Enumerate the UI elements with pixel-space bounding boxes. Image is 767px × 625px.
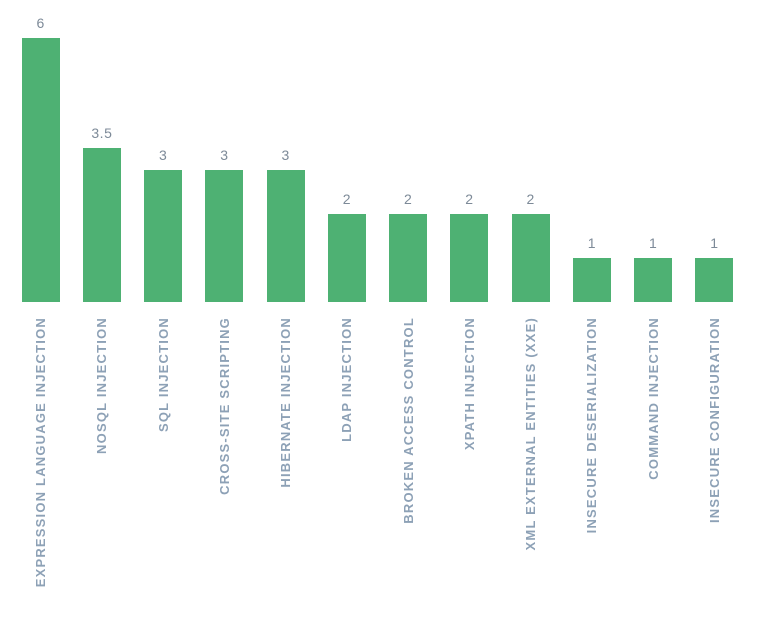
chart-column: 3.5 NOSQL INJECTION xyxy=(71,0,132,625)
category-label-wrap: INSECURE CONFIGURATION xyxy=(684,302,745,625)
bar xyxy=(511,214,550,302)
bar-value-label: 2 xyxy=(403,191,413,207)
category-label-wrap: HIBERNATE INJECTION xyxy=(255,302,316,625)
chart-column: 1 COMMAND INJECTION xyxy=(623,0,684,625)
category-label-wrap: BROKEN ACCESS CONTROL xyxy=(378,302,439,625)
bar xyxy=(389,214,428,302)
bar-value-label: 2 xyxy=(342,191,352,207)
bar-value-label: 3 xyxy=(158,147,168,163)
chart-column: 6 EXPRESSION LANGUAGE INJECTION xyxy=(10,0,71,625)
bar-value-label: 6 xyxy=(36,15,45,31)
chart-column: 1 INSECURE DESERIALIZATION xyxy=(561,0,622,625)
bar-plot-area: 3 xyxy=(133,0,194,302)
category-label-wrap: COMMAND INJECTION xyxy=(623,302,684,625)
category-label: XML EXTERNAL ENTITIES (XXE) xyxy=(523,317,539,551)
bar-plot-area: 1 xyxy=(561,0,622,302)
bar xyxy=(266,170,305,302)
bar xyxy=(695,258,734,302)
bar-plot-area: 2 xyxy=(378,0,439,302)
category-label-wrap: SQL INJECTION xyxy=(133,302,194,625)
bar-value-label: 3 xyxy=(220,147,229,163)
bar xyxy=(450,214,489,302)
chart-column: 2 LDAP INJECTION xyxy=(316,0,377,625)
bar-plot-area: 6 xyxy=(10,0,71,302)
bar xyxy=(144,170,183,302)
bar-plot-area: 1 xyxy=(684,0,745,302)
chart-column: 3 CROSS-SITE SCRIPTING xyxy=(194,0,255,625)
category-label: XPATH INJECTION xyxy=(461,317,477,451)
bar-plot-area: 2 xyxy=(500,0,561,302)
bar xyxy=(634,258,673,302)
bar-value-label: 3 xyxy=(281,147,290,163)
category-label-wrap: CROSS-SITE SCRIPTING xyxy=(194,302,255,625)
chart-column: 3 SQL INJECTION xyxy=(133,0,194,625)
chart-column: 1 INSECURE CONFIGURATION xyxy=(684,0,745,625)
bar-value-label: 2 xyxy=(526,191,535,207)
category-label-wrap: INSECURE DESERIALIZATION xyxy=(561,302,622,625)
bar-value-label: 1 xyxy=(710,235,719,251)
category-label: EXPRESSION LANGUAGE INJECTION xyxy=(33,317,49,588)
category-label-wrap: XPATH INJECTION xyxy=(439,302,500,625)
bar-plot-area: 2 xyxy=(316,0,377,302)
bar xyxy=(82,148,121,302)
bar-plot-area: 3 xyxy=(255,0,316,302)
category-label-wrap: NOSQL INJECTION xyxy=(71,302,132,625)
bar-value-label: 1 xyxy=(648,235,658,251)
bar-plot-area: 2 xyxy=(439,0,500,302)
category-label-wrap: LDAP INJECTION xyxy=(316,302,377,625)
chart-column: 2 BROKEN ACCESS CONTROL xyxy=(378,0,439,625)
bar xyxy=(572,258,611,302)
bar xyxy=(205,170,244,302)
bar-plot-area: 3.5 xyxy=(71,0,132,302)
bar-plot-area: 1 xyxy=(623,0,684,302)
bar xyxy=(21,38,60,302)
chart-column: 2 XPATH INJECTION xyxy=(439,0,500,625)
category-label: CROSS-SITE SCRIPTING xyxy=(216,317,232,495)
bar-value-label: 2 xyxy=(465,191,474,207)
category-label: BROKEN ACCESS CONTROL xyxy=(400,317,416,524)
bar-value-label: 3.5 xyxy=(91,125,113,141)
bar-value-label: 1 xyxy=(587,235,597,251)
category-label: HIBERNATE INJECTION xyxy=(278,317,294,488)
bar xyxy=(327,214,366,302)
category-label: LDAP INJECTION xyxy=(339,317,355,442)
category-label: SQL INJECTION xyxy=(155,317,171,433)
bar-plot-area: 3 xyxy=(194,0,255,302)
category-label: NOSQL INJECTION xyxy=(94,317,110,454)
chart-column: 3 HIBERNATE INJECTION xyxy=(255,0,316,625)
category-label-wrap: XML EXTERNAL ENTITIES (XXE) xyxy=(500,302,561,625)
category-label: COMMAND INJECTION xyxy=(645,317,661,480)
category-label-wrap: EXPRESSION LANGUAGE INJECTION xyxy=(10,302,71,625)
category-label: INSECURE CONFIGURATION xyxy=(706,317,722,523)
category-label: INSECURE DESERIALIZATION xyxy=(584,317,600,534)
chart-column: 2 XML EXTERNAL ENTITIES (XXE) xyxy=(500,0,561,625)
